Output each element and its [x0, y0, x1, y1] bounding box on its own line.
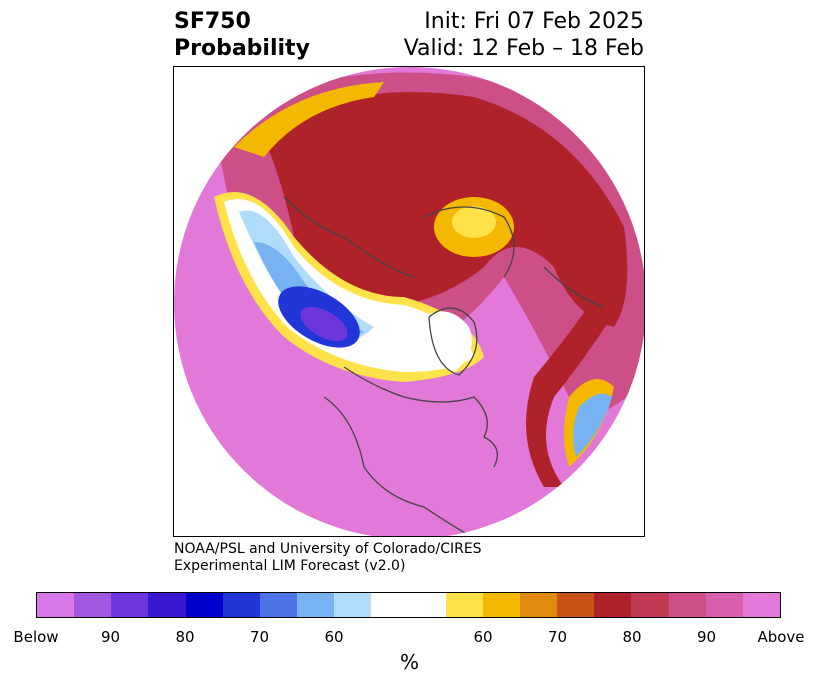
colorbar-tick-label: 80 [175, 628, 195, 646]
colorbar-segment [185, 593, 223, 617]
colorbar-unit: % [399, 650, 419, 674]
colorbar-segment [334, 593, 372, 617]
colorbar-segment [371, 593, 446, 617]
map-panel [173, 66, 645, 537]
colorbar-tick-label: 60 [324, 628, 344, 646]
colorbar-tick-label: 90 [696, 628, 717, 646]
colorbar-tick-label: 60 [473, 628, 493, 646]
polar-map [174, 67, 644, 536]
below-core-region [300, 306, 348, 342]
credit-line-2: Experimental LIM Forecast (v2.0) [174, 558, 406, 574]
near-normal-ribbon [224, 199, 474, 372]
coastlines [283, 196, 605, 536]
colorbar-segment [557, 593, 595, 617]
credit-line-1: NOAA/PSL and University of Colorado/CIRE… [174, 541, 482, 557]
colorbar-segment [445, 593, 483, 617]
colorbar-ticks: Below 90 80 70 60 60 70 80 90 Above [0, 628, 819, 646]
colorbar-segment [111, 593, 149, 617]
colorbar-segment [297, 593, 335, 617]
colorbar-segment [520, 593, 558, 617]
atlantic-blue-patch [573, 393, 612, 457]
colorbar-segment [742, 593, 781, 617]
colorbar-tick-label: 70 [547, 628, 568, 646]
valid-dates: Valid: 12 Feb – 18 Feb [403, 36, 644, 61]
colorbar-segment [222, 593, 260, 617]
colorbar-segment [668, 593, 706, 617]
colorbar-segment [594, 593, 632, 617]
subtitle: Probability [174, 36, 310, 61]
atlantic-red-streak [526, 267, 624, 487]
colorbar-segment [37, 593, 75, 617]
colorbar-segment [482, 593, 521, 617]
colorbar-tick-label: Below [13, 628, 59, 646]
init-date: Init: Fri 07 Feb 2025 [424, 9, 644, 34]
colorbar-tick-label: Above [757, 628, 805, 646]
credit: NOAA/PSL and University of Colorado/CIRE… [174, 541, 482, 575]
colorbar-segment [74, 593, 112, 617]
colorbar-segment [705, 593, 743, 617]
colorbar-tick-label: 70 [249, 628, 270, 646]
variable-title: SF750 [174, 9, 251, 34]
colorbar-tick-label: 90 [100, 628, 121, 646]
colorbar-segment [259, 593, 298, 617]
colorbar-segment [148, 593, 186, 617]
colorbar [36, 592, 781, 618]
title-left: SF750 Probability [174, 8, 310, 62]
above-yellow-fringe [234, 82, 384, 157]
greenland-near-normal [424, 311, 472, 372]
yellow-blob-core [452, 206, 496, 238]
title-right: Init: Fri 07 Feb 2025 Valid: 12 Feb – 18… [404, 8, 644, 62]
colorbar-tick-label: 80 [622, 628, 642, 646]
colorbar-segment [631, 593, 669, 617]
